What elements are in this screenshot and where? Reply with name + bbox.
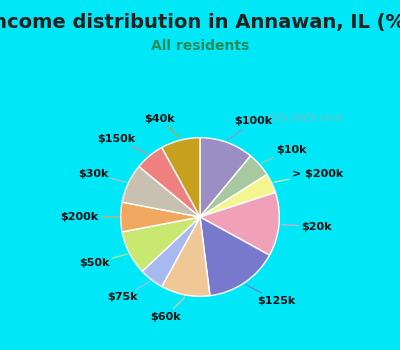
- Wedge shape: [200, 156, 267, 217]
- Text: $150k: $150k: [97, 134, 148, 154]
- Text: $40k: $40k: [144, 114, 180, 138]
- Wedge shape: [122, 167, 200, 217]
- Wedge shape: [200, 138, 250, 217]
- Wedge shape: [142, 217, 200, 287]
- Text: $75k: $75k: [107, 281, 150, 302]
- Text: City-Data.com: City-Data.com: [268, 113, 342, 123]
- Wedge shape: [200, 217, 270, 296]
- Text: $50k: $50k: [79, 254, 127, 268]
- Wedge shape: [121, 202, 200, 232]
- Wedge shape: [162, 217, 210, 296]
- Text: $125k: $125k: [246, 285, 295, 306]
- Text: $200k: $200k: [60, 212, 118, 222]
- Wedge shape: [139, 147, 200, 217]
- Text: $100k: $100k: [228, 117, 272, 140]
- Wedge shape: [200, 193, 279, 255]
- Text: $30k: $30k: [78, 169, 126, 182]
- Text: $20k: $20k: [281, 222, 332, 232]
- Text: $10k: $10k: [261, 145, 307, 163]
- Wedge shape: [122, 217, 200, 271]
- Text: $60k: $60k: [150, 297, 185, 322]
- Wedge shape: [162, 138, 200, 217]
- Text: Income distribution in Annawan, IL (%): Income distribution in Annawan, IL (%): [0, 13, 400, 32]
- Wedge shape: [200, 175, 276, 217]
- Text: All residents: All residents: [151, 38, 249, 52]
- Text: > $200k: > $200k: [274, 169, 343, 182]
